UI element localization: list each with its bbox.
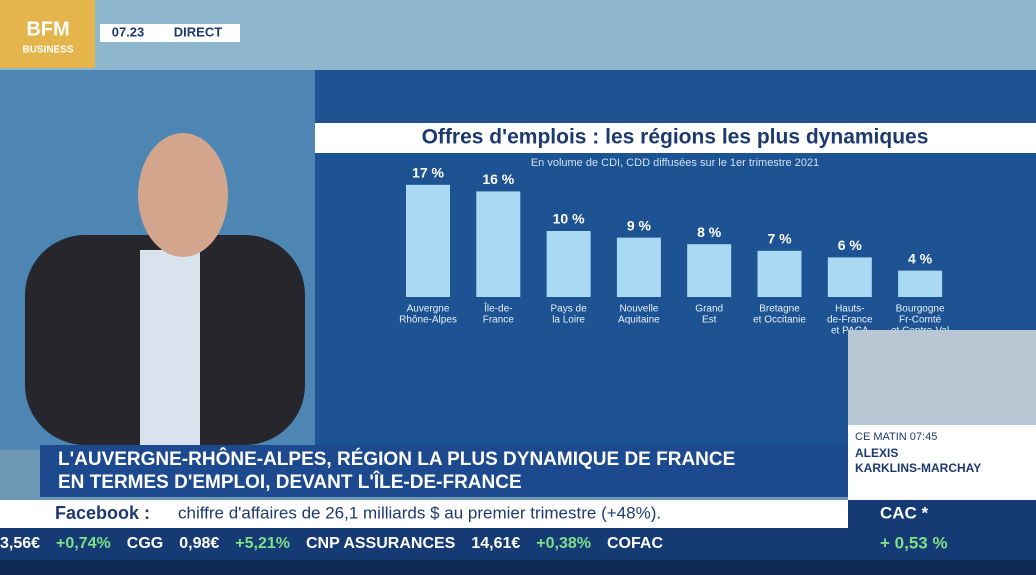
x-tick-label: de-France: [827, 315, 873, 326]
chart-title: Offres d'emplois : les régions les plus …: [422, 126, 929, 149]
guest-box: [848, 425, 1036, 500]
chart-subtitle: En volume de CDI, CDD diffusées sur le 1…: [531, 157, 819, 169]
logo-sub: BUSINESS: [22, 45, 73, 56]
logo-box: [0, 0, 95, 68]
guest-photos: [848, 330, 1036, 425]
bar: [687, 244, 732, 297]
stock-ticker: [0, 528, 848, 560]
index-box: [848, 500, 1036, 560]
logo: BFM: [26, 18, 69, 40]
index-name: CAC *: [880, 503, 929, 522]
value-label: 16 %: [482, 171, 514, 187]
value-label: 8 %: [697, 224, 722, 240]
stock-item: CGG: [127, 535, 163, 552]
bar: [898, 270, 943, 297]
stock-item: 3,56€: [0, 535, 40, 552]
x-tick-label: France: [483, 315, 515, 326]
bar: [546, 231, 591, 297]
value-label: 7 %: [767, 231, 792, 247]
bar: [757, 250, 802, 297]
x-tick-label: Rhône-Alpes: [399, 315, 457, 326]
x-tick-label: Île-de-: [483, 302, 512, 315]
shirt: [140, 250, 200, 445]
x-tick-label: Pays de: [551, 304, 588, 315]
live: DIRECT: [174, 24, 222, 39]
stock-item: COFAC: [607, 535, 663, 552]
x-tick-label: et Occitanie: [753, 315, 806, 326]
x-tick-label: Est: [702, 315, 717, 326]
guest-name: ALEXIS: [855, 446, 898, 460]
stock-item: 14,61€: [471, 535, 520, 552]
value-label: 9 %: [627, 217, 652, 233]
chart: Offres d'emplois : les régions les plus …: [315, 123, 1036, 348]
value-label: 4 %: [908, 250, 933, 266]
headline: EN TERMES D'EMPLOI, DEVANT L'ÎLE-DE-FRAN…: [58, 471, 522, 493]
guest-name: KARKLINS-MARCHAY: [855, 461, 981, 475]
x-tick-label: Bretagne: [759, 304, 800, 315]
x-tick-label: Bourgogne: [896, 304, 945, 315]
bar: [827, 257, 872, 297]
head: [138, 133, 228, 257]
value-label: 6 %: [838, 237, 863, 253]
headline: L'AUVERGNE-RHÔNE-ALPES, RÉGION LA PLUS D…: [58, 448, 735, 470]
value-label: 17 %: [412, 165, 444, 181]
time-box: [100, 24, 156, 42]
bar: [476, 191, 521, 297]
ticker-text: chiffre d'affaires de 26,1 milliards $ a…: [178, 503, 661, 522]
index-change: + 0,53 %: [880, 533, 948, 552]
bar: [616, 237, 661, 297]
headline-band: [40, 445, 848, 497]
x-tick-label: Grand: [695, 304, 723, 315]
value-label: 10 %: [553, 211, 585, 227]
x-tick-label: Fr-Comté: [899, 315, 942, 326]
stock-item: +0,38%: [536, 535, 591, 552]
stock-item: +0,74%: [56, 535, 111, 552]
ticker-source: Facebook :: [55, 503, 150, 523]
presenter: [25, 133, 305, 445]
stock-item: +5,21%: [235, 535, 290, 552]
guest-time: CE MATIN 07:45: [855, 431, 937, 443]
title-band: [315, 123, 1036, 153]
time: 07.23: [112, 24, 145, 39]
x-tick-label: Nouvelle: [619, 304, 658, 315]
x-tick-label: Aquitaine: [618, 315, 660, 326]
x-tick-label: la Loire: [552, 315, 585, 326]
stock-item: CNP ASSURANCES: [306, 535, 456, 552]
bar: [406, 184, 450, 297]
live-box: [156, 24, 240, 42]
stocks: 3,56€ +0,74% CGG 0,98€ +5,21% CNP ASSURANCES 1…: [0, 535, 663, 552]
news-ticker: [0, 500, 848, 528]
stock-item: 0,98€: [179, 535, 219, 552]
x-tick-label: Auvergne: [407, 304, 450, 315]
bottom-strip: [0, 560, 1036, 575]
x-tick-label: Hauts-: [835, 304, 864, 315]
